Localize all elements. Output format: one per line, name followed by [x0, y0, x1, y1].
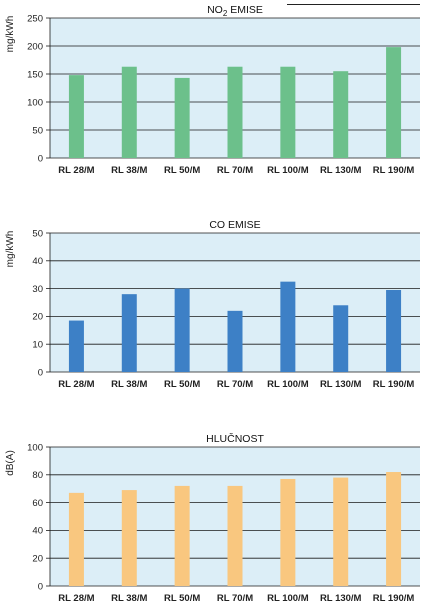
- x-category-label: RL 70/M: [217, 593, 253, 604]
- y-tick-label: 250: [27, 13, 43, 24]
- y-tick-label: 100: [27, 97, 43, 108]
- x-category-label: RL 130/M: [320, 165, 362, 176]
- x-category-label: RL 70/M: [217, 165, 253, 176]
- bar: [121, 66, 137, 158]
- chart-title: HLUČNOST: [206, 432, 264, 445]
- bar: [280, 478, 296, 586]
- chart-3: 0 20 40 60 80 100 RL 28/M RL 38/M RL 50/M RL 70/M…: [5, 432, 420, 604]
- x-category-label: RL 130/M: [320, 379, 362, 390]
- y-tick-label: 40: [32, 256, 43, 267]
- chart-1: 0 50 100 150 200 250 RL 28/M RL 38/M RL 50/M RL 7…: [5, 4, 420, 176]
- y-tick-label: 0: [38, 367, 43, 378]
- x-category-label: RL 38/M: [111, 593, 147, 604]
- chart-title-main: CO EMISE: [209, 219, 260, 231]
- y-tick-label: 10: [32, 340, 43, 351]
- bar: [333, 477, 349, 586]
- x-category-label: RL 50/M: [164, 593, 200, 604]
- x-category-label: RL 38/M: [111, 379, 147, 390]
- y-tick-label: 0: [38, 581, 43, 592]
- y-tick-label: 40: [32, 526, 43, 537]
- chart-2: 0 10 20 30 40 50 RL 28/M RL 38/M RL 50/M RL 70/M R…: [5, 219, 420, 390]
- chart-title-main: HLUČNOST: [206, 432, 264, 445]
- bar: [280, 66, 296, 158]
- bar: [227, 310, 243, 372]
- x-category-label: RL 130/M: [320, 593, 362, 604]
- chart-title-subscript: 2: [223, 9, 228, 18]
- y-tick-label: 30: [32, 284, 43, 295]
- bar: [68, 75, 84, 158]
- chart-title: CO EMISE: [209, 219, 260, 231]
- chart-title-main: NO: [207, 4, 223, 16]
- chart-title: NO2 EMISE: [207, 4, 263, 18]
- bar: [68, 320, 84, 372]
- bar: [386, 289, 402, 372]
- bar: [386, 472, 402, 586]
- x-category-label: RL 50/M: [164, 165, 200, 176]
- bar: [121, 294, 137, 372]
- x-category-label: RL 190/M: [373, 593, 415, 604]
- y-tick-label: 20: [32, 312, 43, 323]
- x-category-label: RL 28/M: [58, 593, 94, 604]
- bar: [68, 492, 84, 586]
- bar: [280, 281, 296, 372]
- y-tick-label: 80: [32, 470, 43, 481]
- x-category-label: RL 28/M: [58, 379, 94, 390]
- y-tick-label: 50: [32, 125, 43, 136]
- chart-title-suffix: EMISE: [227, 4, 263, 16]
- x-category-label: RL 190/M: [373, 379, 415, 390]
- x-category-label: RL 100/M: [267, 379, 309, 390]
- bar: [121, 490, 137, 586]
- y-tick-label: 200: [27, 41, 43, 52]
- y-axis-label: dB(A): [5, 450, 16, 476]
- x-category-label: RL 100/M: [267, 593, 309, 604]
- y-axis-label: mg/kWh: [5, 231, 16, 268]
- x-category-label: RL 190/M: [373, 165, 415, 176]
- bar: [174, 77, 190, 158]
- y-tick-label: 0: [38, 153, 43, 164]
- x-category-label: RL 38/M: [111, 165, 147, 176]
- y-axis-label: mg/kWh: [5, 16, 16, 53]
- bar: [386, 47, 402, 159]
- y-tick-label: 100: [27, 442, 43, 453]
- bar: [333, 71, 349, 158]
- bar: [227, 485, 243, 586]
- bar: [174, 485, 190, 586]
- x-category-label: RL 28/M: [58, 165, 94, 176]
- x-category-label: RL 100/M: [267, 165, 309, 176]
- bar: [227, 66, 243, 158]
- y-tick-label: 50: [32, 228, 43, 239]
- y-tick-label: 20: [32, 554, 43, 565]
- bar: [333, 305, 349, 372]
- y-tick-label: 150: [27, 69, 43, 80]
- y-tick-label: 60: [32, 498, 43, 509]
- x-category-label: RL 50/M: [164, 379, 200, 390]
- bar: [174, 288, 190, 372]
- x-category-label: RL 70/M: [217, 379, 253, 390]
